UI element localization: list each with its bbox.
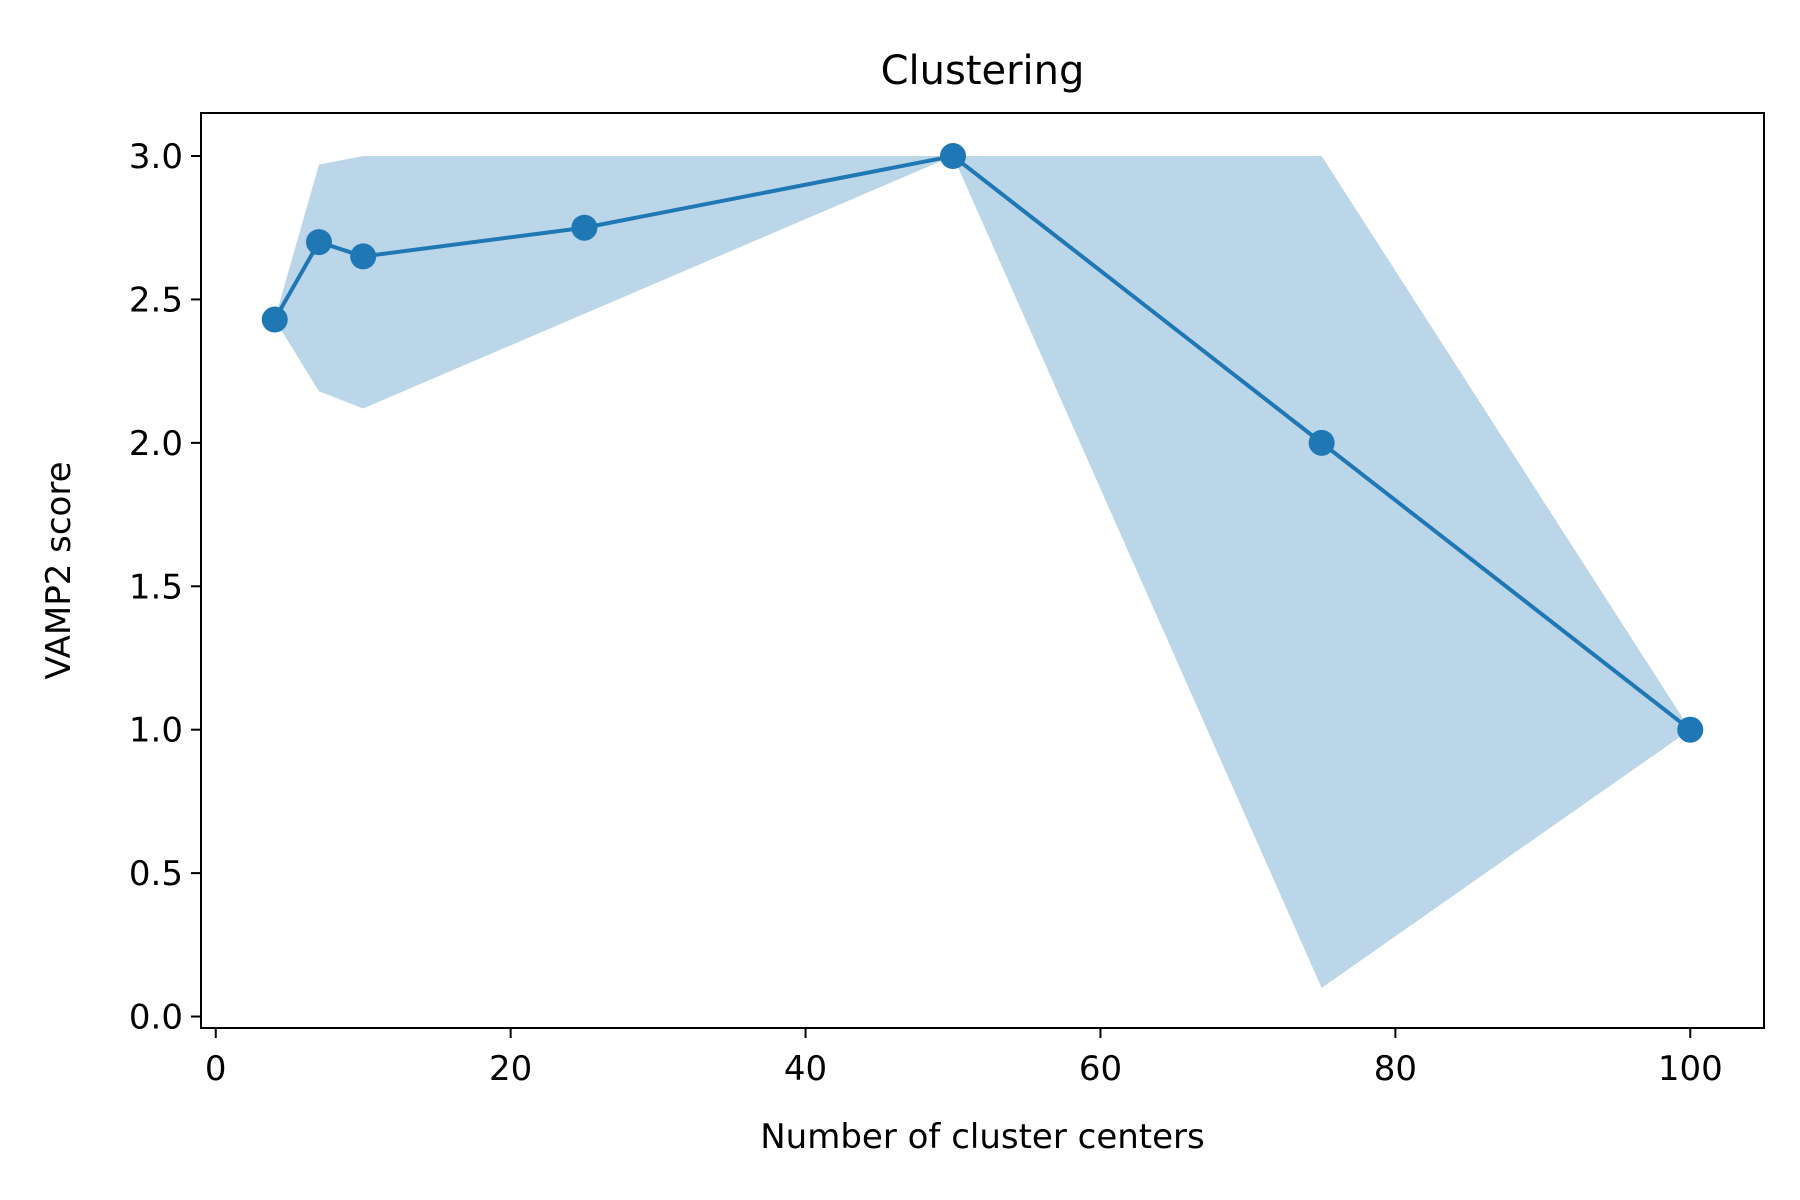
x-tick-label: 40 xyxy=(784,1049,827,1089)
y-tick-label: 2.5 xyxy=(129,280,183,320)
x-axis-label: Number of cluster centers xyxy=(760,1117,1205,1157)
x-tick-label: 0 xyxy=(205,1049,227,1089)
data-point xyxy=(571,214,598,241)
x-tick-label: 80 xyxy=(1374,1049,1417,1089)
series-points-layer xyxy=(261,143,1704,743)
x-tick-label: 20 xyxy=(489,1049,532,1089)
y-tick-label: 1.5 xyxy=(129,567,183,607)
data-point xyxy=(940,143,967,170)
y-tick-label: 1.0 xyxy=(129,711,183,751)
y-tick-label: 2.0 xyxy=(129,424,183,464)
data-point xyxy=(305,229,332,256)
data-point xyxy=(261,306,288,333)
x-tick-label: 60 xyxy=(1079,1049,1122,1089)
y-tick-label: 0.5 xyxy=(129,854,183,894)
x-tick-label: 100 xyxy=(1658,1049,1723,1089)
plot-area-frame xyxy=(200,112,1765,1029)
confidence-band-layer xyxy=(274,156,1691,988)
data-point xyxy=(350,243,377,270)
y-tick-label: 0.0 xyxy=(129,998,183,1038)
x-axis-ticks: 0 20 40 60 80 100 xyxy=(205,1028,1723,1089)
data-point xyxy=(1677,716,1704,743)
y-axis-label: VAMP2 score xyxy=(39,462,79,680)
y-axis-ticks: 0.0 0.5 1.0 1.5 2.0 2.5 3.0 xyxy=(129,137,201,1038)
y-tick-label: 3.0 xyxy=(129,137,183,177)
data-point xyxy=(1308,429,1335,456)
confidence-band xyxy=(274,156,1691,988)
chart-title: Clustering xyxy=(881,48,1085,94)
